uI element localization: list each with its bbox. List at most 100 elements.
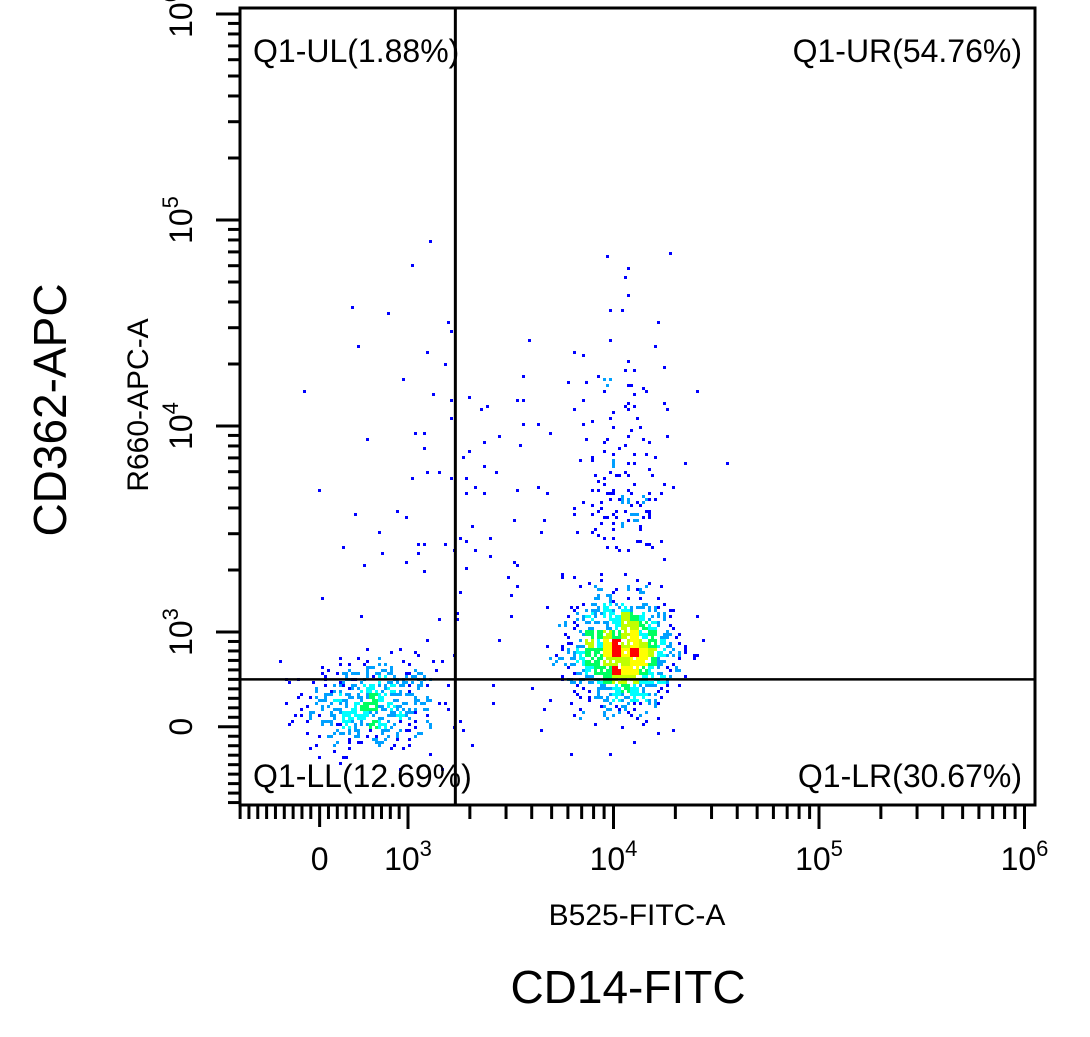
event-dot	[612, 453, 615, 456]
event-dot	[627, 474, 630, 477]
event-dot	[438, 618, 441, 621]
event-dot	[633, 639, 636, 642]
event-dot	[333, 684, 336, 687]
event-dot	[660, 660, 663, 663]
event-dot	[627, 612, 630, 615]
event-dot	[396, 705, 399, 708]
event-dot	[603, 450, 606, 453]
event-dot	[393, 699, 396, 702]
event-dot	[585, 438, 588, 441]
event-dot	[585, 669, 588, 672]
event-dot	[663, 402, 666, 405]
event-dot	[654, 345, 657, 348]
event-dot	[330, 702, 333, 705]
event-dot	[426, 471, 429, 474]
event-dot	[642, 696, 645, 699]
event-dot	[450, 399, 453, 402]
event-dot	[558, 624, 561, 627]
event-dot	[591, 612, 594, 615]
event-dot	[405, 516, 408, 519]
event-dot	[618, 675, 621, 678]
event-dot	[405, 711, 408, 714]
event-dot	[600, 672, 603, 675]
event-dot	[636, 639, 639, 642]
event-dot	[390, 714, 393, 717]
event-dot	[387, 312, 390, 315]
event-dot	[582, 618, 585, 621]
event-dot	[603, 639, 606, 642]
event-dot	[378, 681, 381, 684]
event-dot	[483, 441, 486, 444]
event-dot	[354, 726, 357, 729]
event-dot	[612, 687, 615, 690]
event-dot	[624, 369, 627, 372]
event-dot	[651, 630, 654, 633]
event-dot	[366, 660, 369, 663]
event-dot	[624, 663, 627, 666]
event-dot	[582, 669, 585, 672]
event-dot	[636, 627, 639, 630]
event-dot	[639, 654, 642, 657]
event-dot	[585, 609, 588, 612]
event-dot	[360, 714, 363, 717]
event-dot	[648, 543, 651, 546]
event-dot	[339, 711, 342, 714]
event-dot	[603, 606, 606, 609]
event-dot	[309, 747, 312, 750]
event-dot	[639, 645, 642, 648]
event-dot	[651, 666, 654, 669]
event-dot	[375, 693, 378, 696]
event-dot	[636, 672, 639, 675]
event-dot	[576, 531, 579, 534]
event-dot	[324, 720, 327, 723]
event-dot	[627, 711, 630, 714]
event-dot	[408, 717, 411, 720]
event-dot	[663, 681, 666, 684]
event-dot	[618, 630, 621, 633]
event-dot	[465, 477, 468, 480]
event-dot	[426, 684, 429, 687]
event-dot	[507, 576, 510, 579]
event-dot	[312, 711, 315, 714]
event-dot	[624, 276, 627, 279]
event-dot	[657, 621, 660, 624]
event-dot	[600, 636, 603, 639]
event-dot	[378, 726, 381, 729]
event-dot	[672, 654, 675, 657]
event-dot	[582, 657, 585, 660]
event-dot	[561, 576, 564, 579]
event-dot	[588, 648, 591, 651]
event-dot	[615, 624, 618, 627]
event-dot	[606, 624, 609, 627]
event-dot	[375, 720, 378, 723]
event-dot	[633, 642, 636, 645]
event-dot	[696, 615, 699, 618]
event-dot	[612, 654, 615, 657]
event-dot	[648, 684, 651, 687]
event-dot	[672, 729, 675, 732]
event-dot	[636, 513, 639, 516]
event-dot	[633, 645, 636, 648]
event-dot	[624, 696, 627, 699]
event-dot	[588, 681, 591, 684]
event-dot	[324, 696, 327, 699]
event-dot	[603, 711, 606, 714]
event-dot	[381, 705, 384, 708]
event-dot	[360, 615, 363, 618]
event-dot	[633, 636, 636, 639]
event-dot	[339, 732, 342, 735]
event-dot	[633, 369, 636, 372]
event-dot	[591, 630, 594, 633]
event-dot	[600, 579, 603, 582]
event-dot	[624, 618, 627, 621]
event-dot	[627, 651, 630, 654]
event-dot	[633, 660, 636, 663]
event-dot	[597, 633, 600, 636]
event-dot	[333, 690, 336, 693]
event-dot	[621, 672, 624, 675]
event-dot	[654, 630, 657, 633]
event-dot	[660, 639, 663, 642]
event-dot	[561, 657, 564, 660]
event-dot	[612, 675, 615, 678]
event-dot	[333, 744, 336, 747]
